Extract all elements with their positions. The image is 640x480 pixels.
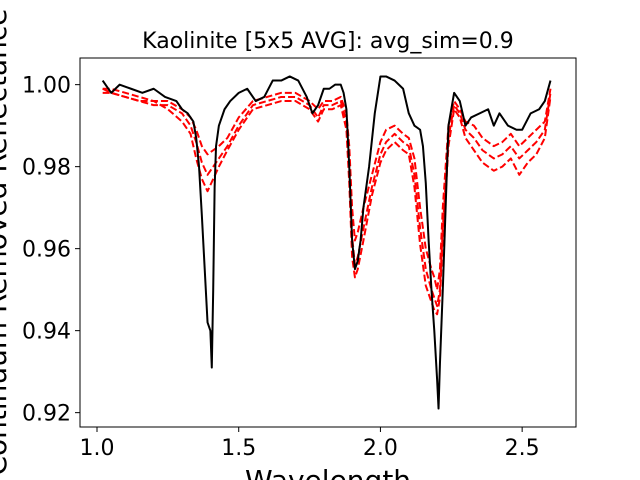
x-tick-label: 2.5 xyxy=(505,436,540,461)
pixel-spectrum-line xyxy=(102,87,552,316)
x-tick-label: 2.0 xyxy=(363,436,398,461)
y-tick-label: 0.96 xyxy=(22,238,71,263)
x-tick-label: 1.5 xyxy=(221,436,256,461)
plot-area xyxy=(101,75,552,410)
pixel-spectrum-line xyxy=(102,91,552,308)
y-axis-label: Continuum Removed Reflectance xyxy=(0,8,13,475)
x-axis-label: Wavelength xyxy=(245,464,411,480)
x-tick-label: 1.0 xyxy=(80,436,115,461)
plot-frame xyxy=(79,57,577,428)
chart-title: Kaolinite [5x5 AVG]: avg_sim=0.9 xyxy=(142,29,514,54)
y-tick-label: 0.94 xyxy=(22,320,71,345)
y-tick-label: 1.00 xyxy=(22,74,71,99)
y-tick-label: 0.92 xyxy=(22,402,71,427)
pixel-spectrum-line xyxy=(102,87,552,291)
y-tick-label: 0.98 xyxy=(22,156,71,181)
reference-spectrum-line xyxy=(101,75,552,410)
axis-ticks: 1.0 1.5 2.0 2.5 0.92 0.94 0.96 0.98 1.00 xyxy=(22,74,540,461)
